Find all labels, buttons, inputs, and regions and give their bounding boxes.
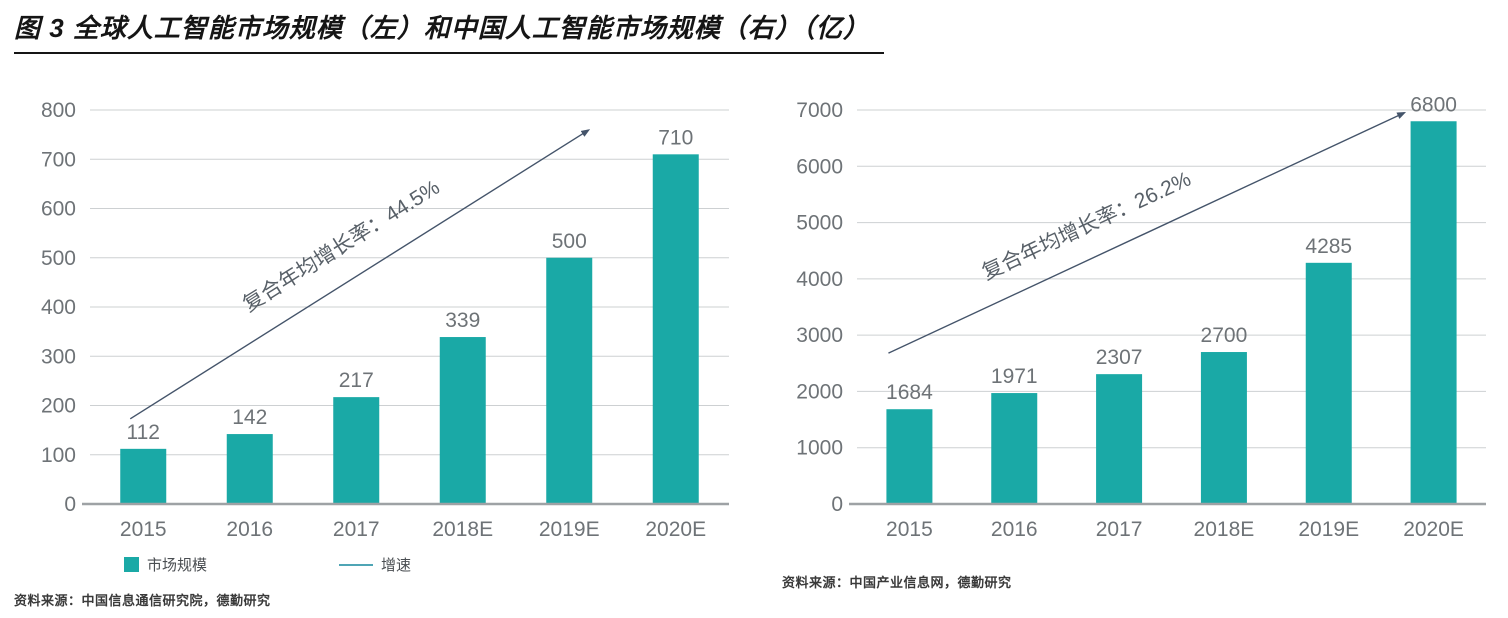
bar [226, 434, 273, 504]
bar-value-label: 142 [232, 406, 267, 429]
cagr-annotation: 复合年均增长率：44.5% [239, 176, 444, 317]
bar [1096, 374, 1143, 504]
legend-label-market-size: 市场规模 [147, 557, 208, 574]
bar-value-label: 6800 [1410, 93, 1457, 116]
x-axis-label: 2015 [886, 518, 933, 541]
x-axis-label: 2020E [1403, 518, 1464, 541]
bar [991, 393, 1038, 504]
y-tick-label: 5000 [796, 212, 843, 235]
china-ai-market-chart: 0 1000 2000 3000 4000 5000 6000 7000 1684 2015 197… [796, 93, 1486, 541]
growth-arrow [888, 111, 1407, 354]
x-axis-label: 2019E [1298, 518, 1359, 541]
bar-value-label: 2700 [1201, 324, 1248, 347]
bar-value-label: 1684 [886, 381, 933, 404]
market-size-swatch-icon [124, 557, 139, 572]
y-tick-label: 0 [831, 493, 843, 516]
bar [120, 448, 167, 504]
y-tick-label: 800 [41, 99, 76, 122]
bar-value-label: 217 [339, 369, 374, 392]
x-axis-label: 2018E [1194, 518, 1255, 541]
growth-arrow [129, 129, 591, 420]
x-axis-label: 2018E [432, 518, 493, 541]
bar-value-label: 112 [127, 421, 160, 444]
y-tick-label: 700 [41, 148, 76, 171]
y-tick-label: 7000 [796, 99, 843, 122]
bar-value-label: 4285 [1305, 235, 1352, 258]
legend: 市场规模 增速 [124, 554, 411, 575]
y-tick-label: 6000 [796, 155, 843, 178]
y-tick-label: 600 [41, 198, 76, 221]
x-axis-label: 2020E [645, 518, 706, 541]
bar-value-label: 500 [552, 230, 587, 253]
source-note-global: 资料来源：中国信息通信研究院，德勤研究 [14, 593, 271, 608]
bar-value-label: 339 [445, 309, 480, 332]
bar [652, 154, 699, 504]
y-tick-label: 300 [41, 345, 76, 368]
legend-item-growth-rate: 增速 [339, 554, 411, 575]
x-axis-label: 2016 [226, 518, 273, 541]
bar [1305, 262, 1352, 504]
x-axis-label: 2017 [1096, 518, 1143, 541]
chart-global-ai-market: 0 100 200 300 400 500 600 700 800 112 2015 142 2016 2… [12, 92, 757, 608]
y-tick-label: 4000 [796, 268, 843, 291]
y-tick-label: 500 [41, 247, 76, 270]
x-axis-label: 2015 [120, 518, 167, 541]
y-tick-label: 1000 [796, 437, 843, 460]
bar [886, 409, 933, 504]
y-tick-label: 0 [64, 493, 76, 516]
y-tick-label: 100 [41, 444, 76, 467]
y-tick-label: 3000 [796, 324, 843, 347]
growth-rate-line-icon [339, 563, 374, 566]
x-axis-label: 2017 [333, 518, 380, 541]
y-tick-label: 200 [41, 395, 76, 418]
x-axis-label: 2016 [991, 518, 1038, 541]
source-note-china: 资料来源：中国产业信息网，德勤研究 [782, 575, 1012, 590]
bar [1410, 121, 1457, 504]
bar [1200, 352, 1247, 504]
bar [439, 337, 486, 504]
x-axis-label: 2019E [539, 518, 600, 541]
bar [333, 397, 380, 504]
legend-item-market-size: 市场规模 [124, 554, 207, 575]
global-ai-market-chart: 0 100 200 300 400 500 600 700 800 112 2015 142 2016 2… [41, 99, 729, 541]
chart-china-ai-market: 0 1000 2000 3000 4000 5000 6000 7000 1684 2015 197… [772, 92, 1508, 590]
bar-value-label: 2307 [1096, 346, 1143, 369]
bar-value-label: 1971 [991, 365, 1038, 388]
bar-value-label: 710 [658, 126, 693, 149]
bar [546, 257, 593, 504]
figure-title: 图 3 全球人工智能市场规模（左）和中国人工智能市场规模（右）（亿） [14, 8, 884, 54]
y-tick-label: 400 [41, 296, 76, 319]
y-tick-label: 2000 [796, 380, 843, 403]
legend-label-growth-rate: 增速 [381, 557, 412, 574]
